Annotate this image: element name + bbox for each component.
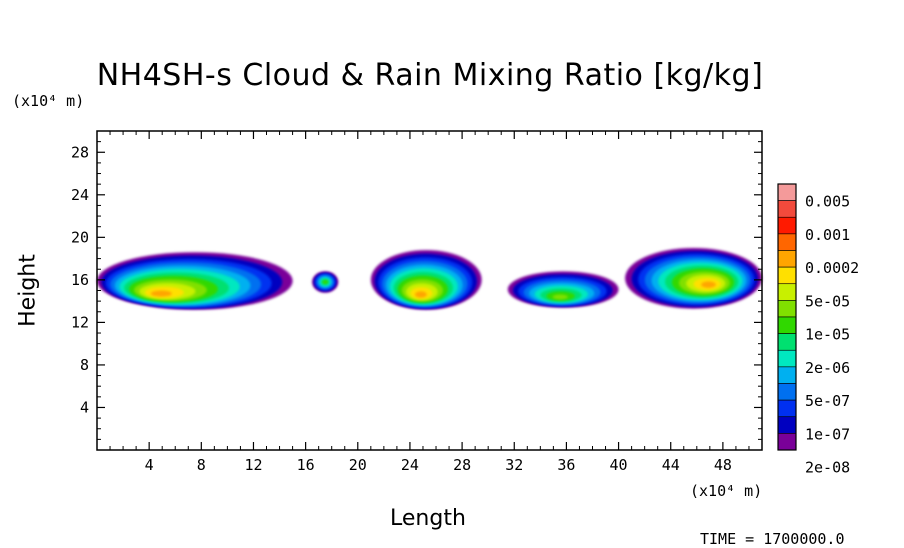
colorbar-swatch — [777, 250, 797, 268]
x-tick-label: 48 — [714, 456, 732, 474]
chart-title: NH4SH-s Cloud & Rain Mixing Ratio [kg/kg… — [96, 58, 764, 93]
x-tick-label: 28 — [453, 456, 471, 474]
y-tick-label: 28 — [71, 143, 89, 161]
colorbar-swatch — [777, 399, 797, 418]
contour-band — [414, 291, 427, 298]
x-axis-label: Length — [390, 506, 466, 531]
colorbar-swatch — [777, 316, 797, 334]
colorbar-swatch — [777, 283, 797, 301]
colorbar-swatch — [777, 300, 797, 318]
contour-band — [701, 281, 716, 288]
contour-band — [150, 290, 172, 297]
x-tick-label: 20 — [349, 456, 367, 474]
colorbar-swatch — [777, 216, 797, 235]
colorbar-swatch — [777, 233, 797, 251]
y-tick-label: 4 — [80, 398, 89, 416]
contour-band — [552, 294, 568, 300]
x-tick-label: 32 — [505, 456, 523, 474]
cloud-cluster-4 — [507, 271, 619, 308]
colorbar-swatch — [777, 433, 797, 451]
colorbar-swatch — [777, 183, 797, 201]
y-tick-label: 8 — [80, 356, 89, 374]
colorbar-level-label: 5e-07 — [805, 392, 850, 410]
colorbar-swatch — [777, 366, 797, 384]
y-axis-units: (x10⁴ m) — [12, 92, 85, 110]
x-tick-label: 40 — [610, 456, 628, 474]
y-tick-label: 16 — [71, 271, 89, 289]
x-tick-label: 24 — [401, 456, 419, 474]
x-tick-label: 44 — [662, 456, 680, 474]
colorbar-level-label: 5e-05 — [805, 292, 850, 310]
contour-layer — [96, 247, 762, 310]
cloud-cluster-5 — [625, 247, 762, 309]
colorbar-level-label: 0.001 — [805, 226, 850, 244]
y-tick-label: 24 — [71, 186, 89, 204]
colorbar-swatch — [777, 333, 797, 351]
y-tick-label: 12 — [71, 313, 89, 331]
x-tick-label: 36 — [557, 456, 575, 474]
x-tick-label: 4 — [145, 456, 154, 474]
colorbar-level-label: 0.0002 — [805, 259, 859, 277]
x-tick-label: 16 — [297, 456, 315, 474]
contour-band — [322, 279, 329, 284]
colorbar-frame — [777, 183, 797, 451]
colorbar-swatch — [777, 416, 797, 434]
x-axis-units: (x10⁴ m) — [690, 482, 763, 500]
colorbar-swatch — [777, 383, 797, 401]
colorbar-swatch — [777, 266, 797, 285]
cloud-cluster-1 — [96, 252, 293, 310]
colorbar-level-label: 2e-06 — [805, 359, 850, 377]
cloud-cluster-3 — [370, 250, 482, 310]
colorbar-level-label: 1e-07 — [805, 425, 850, 443]
x-tick-label: 12 — [244, 456, 262, 474]
colorbar-level-label: 2e-08 — [805, 459, 850, 477]
colorbar-swatch — [777, 349, 797, 368]
y-tick-label: 20 — [71, 228, 89, 246]
colorbar-swatch — [777, 200, 797, 218]
cloud-cluster-2 — [312, 271, 339, 293]
x-tick-label: 8 — [197, 456, 206, 474]
colorbar-level-label: 0.005 — [805, 193, 850, 211]
colorbar-level-label: 1e-05 — [805, 326, 850, 344]
colorbar: 0.005 0.001 0.0002 5e-05 1e-05 2e-06 5e-07 1e-0… — [777, 183, 859, 477]
